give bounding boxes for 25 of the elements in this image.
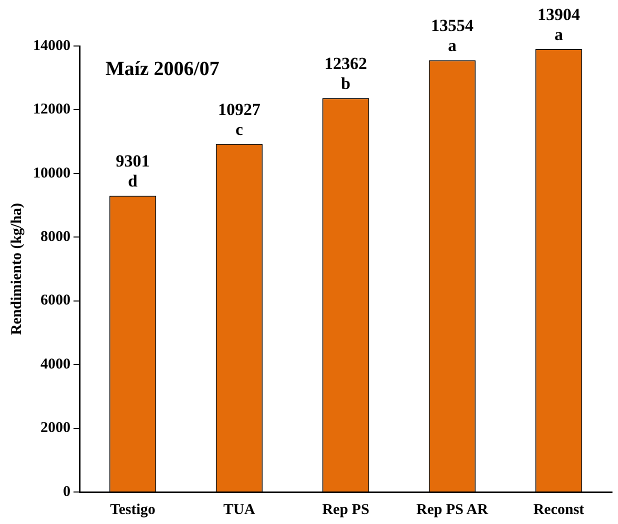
x-tick-label: Testigo — [110, 502, 156, 518]
annotation: c — [235, 120, 244, 139]
y-tick-label: 8000 — [40, 229, 70, 246]
y-axis-title: Rendimiento (kg/ha) — [8, 202, 25, 336]
y-tick-label: 4000 — [40, 356, 70, 372]
data-label: 10927 — [218, 100, 261, 119]
x-tick-label: Rep PS — [322, 502, 370, 518]
text: Maíz 2006/07 — [106, 58, 220, 80]
annotation: b — [341, 74, 350, 94]
y-tick-label: 2000 — [40, 420, 70, 436]
y-tick-label: 12000 — [33, 102, 70, 118]
y-tick-label: 6000 — [40, 292, 70, 309]
data-label: 12362 — [324, 54, 367, 74]
y-tick-label: 0 — [63, 484, 70, 500]
x-tick-label: Rep PS AR — [416, 502, 488, 518]
y-tick-label: 14000 — [33, 38, 70, 54]
annotation: d — [128, 172, 138, 191]
annotation: a — [448, 36, 457, 56]
data-label: 9301 — [116, 152, 150, 171]
x-tick-label: TUA — [223, 502, 256, 518]
x-tick-label: Reconst — [533, 502, 584, 518]
annotation: a — [554, 24, 564, 44]
data-label: 13554 — [431, 16, 474, 36]
y-tick-label: 10000 — [33, 165, 70, 182]
data-label: 13904 — [538, 4, 580, 24]
